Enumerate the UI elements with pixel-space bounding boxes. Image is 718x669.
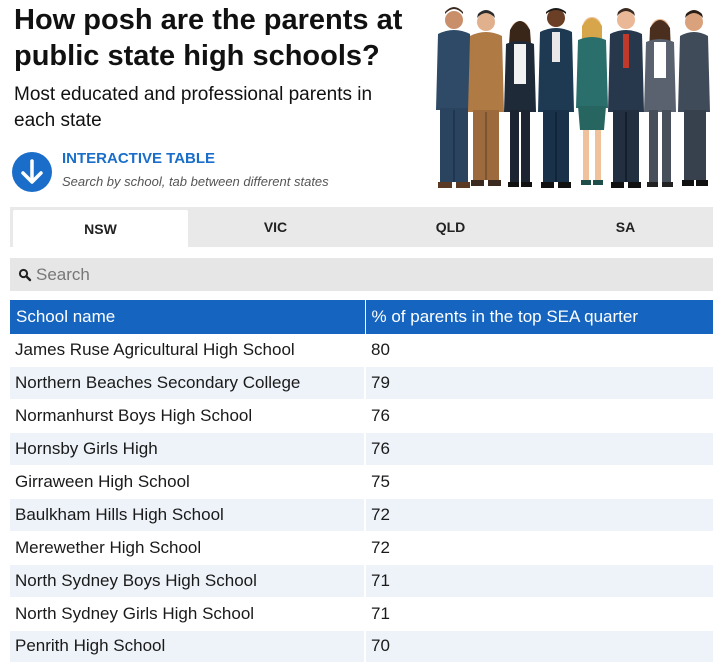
table-row: Girraween High School 75 bbox=[10, 465, 713, 499]
table-row: James Ruse Agricultural High School 80 bbox=[10, 334, 713, 368]
cta-title: INTERACTIVE TABLE bbox=[62, 150, 216, 167]
percent-cell: 76 bbox=[365, 399, 713, 434]
parent-figure-5 bbox=[576, 17, 608, 185]
page-title: How posh are the parents at public state… bbox=[14, 4, 403, 72]
tab-sa[interactable]: SA bbox=[615, 219, 636, 235]
table-row: Normanhurst Boys High School 76 bbox=[10, 399, 713, 434]
table-header-row: School name % of parents in the top SEA … bbox=[10, 300, 713, 334]
school-name-cell: North Sydney Girls High School bbox=[10, 597, 366, 631]
search-bar bbox=[10, 258, 713, 291]
school-name-cell: Normanhurst Boys High School bbox=[10, 399, 366, 434]
state-tabs: NSW VIC QLD SA bbox=[10, 207, 713, 247]
parent-figure-8 bbox=[678, 10, 710, 186]
parent-figure-2 bbox=[468, 10, 504, 186]
percent-cell: 71 bbox=[365, 564, 713, 598]
table-row: Baulkham Hills High School 72 bbox=[10, 498, 713, 532]
percent-cell: 75 bbox=[365, 465, 713, 499]
school-name-cell: James Ruse Agricultural High School bbox=[10, 334, 366, 368]
percent-cell: 79 bbox=[365, 366, 713, 401]
percent-cell: 70 bbox=[365, 630, 713, 664]
percent-cell: 76 bbox=[365, 432, 713, 467]
schools-table: School name % of parents in the top SEA … bbox=[10, 300, 713, 664]
column-header-school-name[interactable]: School name bbox=[10, 300, 366, 334]
percent-cell: 72 bbox=[365, 531, 713, 565]
school-name-cell: Hornsby Girls High bbox=[10, 432, 366, 467]
school-name-cell: Girraween High School bbox=[10, 465, 366, 499]
arrow-down-icon bbox=[12, 152, 52, 192]
percent-cell: 72 bbox=[365, 498, 713, 532]
table-row: North Sydney Boys High School 71 bbox=[10, 564, 713, 598]
school-name-cell: Penrith High School bbox=[10, 630, 366, 664]
cta-subtitle: Search by school, tab between different … bbox=[62, 174, 329, 189]
parent-figure-1 bbox=[436, 7, 472, 188]
school-name-cell: Merewether High School bbox=[10, 531, 366, 565]
school-name-cell: Baulkham Hills High School bbox=[10, 498, 366, 532]
table-row: Northern Beaches Secondary College 79 bbox=[10, 366, 713, 401]
tab-qld[interactable]: QLD bbox=[435, 219, 466, 235]
table-row: Penrith High School 70 bbox=[10, 630, 713, 664]
table-row: Hornsby Girls High 76 bbox=[10, 432, 713, 467]
percent-cell: 80 bbox=[365, 334, 713, 368]
percent-cell: 71 bbox=[365, 597, 713, 631]
parent-figure-4 bbox=[538, 8, 574, 188]
search-icon bbox=[18, 268, 32, 287]
tab-vic[interactable]: VIC bbox=[263, 219, 288, 235]
parent-figure-3 bbox=[504, 21, 536, 187]
parent-figure-7 bbox=[644, 19, 676, 187]
table-row: North Sydney Girls High School 71 bbox=[10, 597, 713, 631]
school-name-cell: North Sydney Boys High School bbox=[10, 564, 366, 598]
header: How posh are the parents at public state… bbox=[0, 0, 718, 200]
search-input[interactable] bbox=[36, 262, 696, 287]
table-row: Merewether High School 72 bbox=[10, 531, 713, 565]
school-name-cell: Northern Beaches Secondary College bbox=[10, 366, 366, 401]
parents-illustration bbox=[436, 7, 710, 188]
tab-nsw[interactable]: NSW bbox=[13, 210, 188, 247]
page-subtitle: Most educated and professional parents i… bbox=[14, 84, 373, 131]
parent-figure-6 bbox=[608, 8, 644, 188]
column-header-percent[interactable]: % of parents in the top SEA quarter bbox=[365, 300, 713, 334]
